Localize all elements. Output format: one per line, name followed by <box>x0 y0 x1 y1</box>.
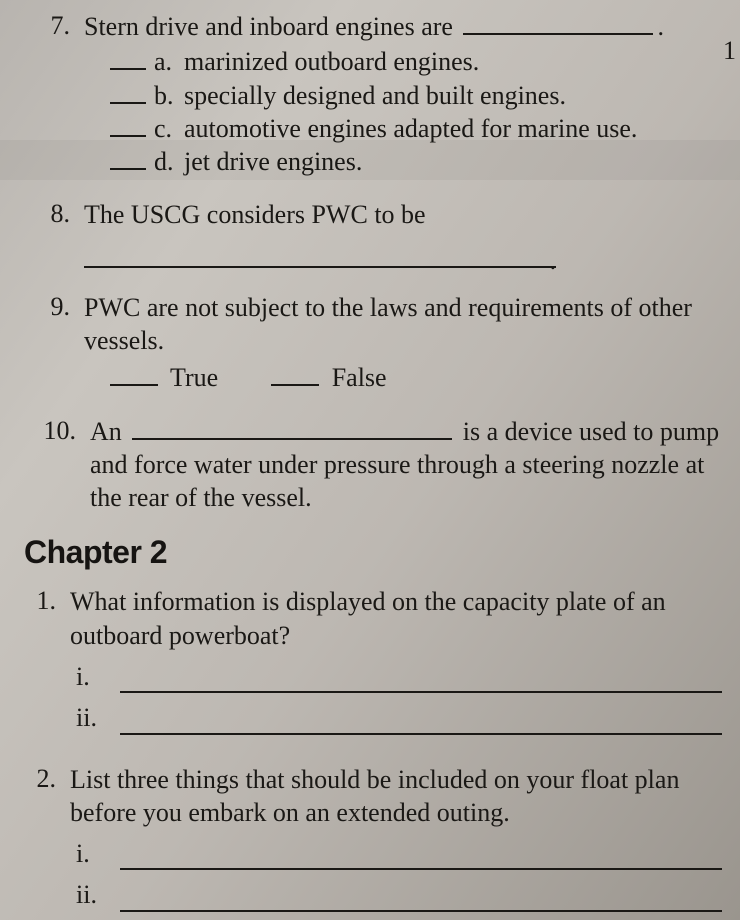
option-text: specially designed and built engines. <box>184 79 722 112</box>
option-text: automotive engines adapted for marine us… <box>184 112 722 145</box>
question-number: 10. <box>24 415 90 515</box>
stem-after: . <box>657 12 664 41</box>
roman-label: i. <box>76 837 116 870</box>
question-body: List three things that should be include… <box>70 763 722 920</box>
roman-label: ii. <box>76 878 116 911</box>
stem-before: Stern drive and inboard engines are <box>84 12 459 41</box>
option-letter: d. <box>154 145 184 178</box>
question-body: What information is displayed on the cap… <box>70 585 722 742</box>
question-body: The USCG considers PWC to be <box>84 198 722 271</box>
option-letter: a. <box>154 45 184 78</box>
stem: What information is displayed on the cap… <box>70 587 666 649</box>
answer-line-i: i. <box>76 660 722 693</box>
fill-blank[interactable] <box>463 12 653 35</box>
false-blank[interactable] <box>271 366 319 387</box>
option-d: d. jet drive engines. <box>110 145 722 178</box>
page-edge-char: 1 <box>723 36 736 66</box>
fill-line[interactable] <box>84 238 556 268</box>
ch2-question-1: 1. What information is displayed on the … <box>10 585 722 742</box>
question-body: PWC are not subject to the laws and requ… <box>84 291 722 395</box>
option-b: b. specially designed and built engines. <box>110 79 722 112</box>
answer-blank[interactable] <box>110 149 146 170</box>
stem-before: An <box>90 417 128 446</box>
answer-blank[interactable] <box>110 116 146 137</box>
question-number: 9. <box>24 291 84 395</box>
question-number: 2. <box>10 763 70 920</box>
fill-blank[interactable] <box>132 417 452 440</box>
answer-lines: i. ii. iii. <box>70 837 722 920</box>
true-label: True <box>170 363 218 392</box>
answer-line-i: i. <box>76 837 722 870</box>
option-letter: c. <box>154 112 184 145</box>
stem: PWC are not subject to the laws and requ… <box>84 293 692 355</box>
stem: The USCG considers PWC to be <box>84 200 426 229</box>
option-text: jet drive engines. <box>184 145 722 178</box>
options-list: a. marinized outboard engines. b. specia… <box>84 45 722 178</box>
false-label: False <box>332 363 387 392</box>
question-body: Stern drive and inboard engines are . a.… <box>84 10 722 178</box>
fill-line[interactable] <box>120 888 722 912</box>
option-c: c. automotive engines adapted for marine… <box>110 112 722 145</box>
answer-line-ii: ii. <box>76 701 722 734</box>
chapter-heading: Chapter 2 <box>24 534 722 571</box>
true-blank[interactable] <box>110 366 158 387</box>
question-8: 8. The USCG considers PWC to be <box>24 198 722 271</box>
question-9: 9. PWC are not subject to the laws and r… <box>24 291 722 395</box>
fill-line[interactable] <box>120 846 722 870</box>
fill-line[interactable] <box>120 669 722 693</box>
question-number: 7. <box>24 10 84 178</box>
question-number: 1. <box>10 585 70 742</box>
answer-blank[interactable] <box>110 50 146 71</box>
ch2-question-2: 2. List three things that should be incl… <box>10 763 722 920</box>
answer-line-ii: ii. <box>76 878 722 911</box>
answer-lines: i. ii. <box>70 660 722 735</box>
option-text: marinized outboard engines. <box>184 45 722 78</box>
true-false-row: True False <box>84 361 722 394</box>
answer-blank[interactable] <box>110 83 146 104</box>
roman-label: ii. <box>76 701 116 734</box>
fill-line[interactable] <box>120 711 722 735</box>
worksheet-page: 7. Stern drive and inboard engines are .… <box>0 0 740 920</box>
stem: List three things that should be include… <box>70 765 679 827</box>
question-10: 10. An is a device used to pump and forc… <box>24 415 722 515</box>
option-a: a. marinized outboard engines. <box>110 45 722 78</box>
option-letter: b. <box>154 79 184 112</box>
question-number: 8. <box>24 198 84 271</box>
question-7: 7. Stern drive and inboard engines are .… <box>24 10 722 178</box>
roman-label: i. <box>76 660 116 693</box>
question-body: An is a device used to pump and force wa… <box>90 415 722 515</box>
